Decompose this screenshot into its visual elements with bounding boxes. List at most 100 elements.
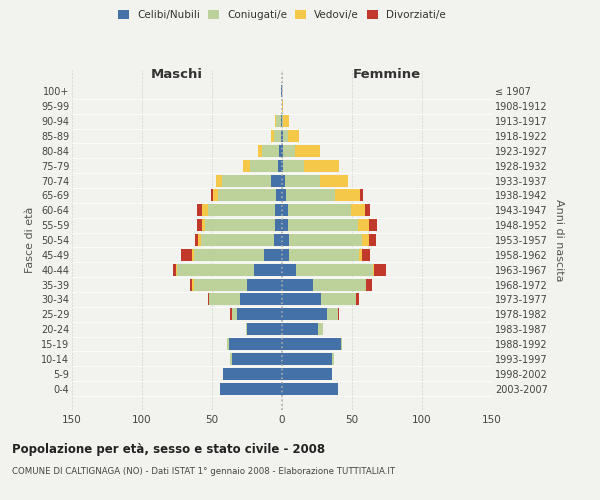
Bar bbox=[201, 234, 274, 246]
Bar bbox=[194, 278, 247, 290]
Bar bbox=[283, 160, 304, 172]
Bar bbox=[282, 219, 287, 231]
Bar bbox=[361, 190, 363, 202]
Bar bbox=[282, 323, 319, 335]
Bar bbox=[283, 145, 295, 157]
Bar bbox=[218, 190, 277, 202]
Bar bbox=[287, 204, 350, 216]
Bar bbox=[281, 86, 282, 98]
Bar bbox=[275, 115, 277, 127]
Text: Femmine: Femmine bbox=[353, 68, 421, 81]
Bar bbox=[282, 100, 283, 112]
Text: Popolazione per età, sesso e stato civile - 2008: Popolazione per età, sesso e stato civil… bbox=[12, 442, 325, 456]
Bar bbox=[369, 219, 377, 231]
Bar bbox=[366, 278, 371, 290]
Bar bbox=[358, 219, 369, 231]
Bar bbox=[362, 249, 370, 261]
Bar bbox=[271, 130, 274, 142]
Bar bbox=[181, 249, 193, 261]
Bar bbox=[254, 264, 282, 276]
Bar bbox=[232, 308, 237, 320]
Bar bbox=[365, 204, 370, 216]
Bar bbox=[271, 174, 282, 186]
Bar bbox=[177, 264, 254, 276]
Bar bbox=[282, 368, 332, 380]
Bar bbox=[274, 130, 281, 142]
Bar bbox=[327, 308, 338, 320]
Bar bbox=[281, 115, 282, 127]
Bar bbox=[208, 294, 209, 306]
Bar bbox=[214, 190, 218, 202]
Bar bbox=[277, 115, 281, 127]
Bar bbox=[198, 234, 201, 246]
Bar bbox=[362, 234, 369, 246]
Bar bbox=[275, 219, 282, 231]
Bar bbox=[285, 174, 320, 186]
Legend: Celibi/Nubili, Coniugati/e, Vedovi/e, Divorziati/e: Celibi/Nubili, Coniugati/e, Vedovi/e, Di… bbox=[118, 10, 446, 20]
Bar bbox=[240, 294, 282, 306]
Bar bbox=[197, 204, 202, 216]
Bar bbox=[247, 278, 282, 290]
Bar bbox=[282, 234, 289, 246]
Bar bbox=[282, 174, 285, 186]
Bar bbox=[216, 174, 222, 186]
Bar bbox=[282, 353, 332, 365]
Bar bbox=[296, 264, 373, 276]
Bar bbox=[283, 130, 287, 142]
Bar bbox=[313, 278, 366, 290]
Bar bbox=[275, 204, 282, 216]
Bar bbox=[243, 160, 250, 172]
Bar bbox=[237, 308, 282, 320]
Bar bbox=[374, 264, 386, 276]
Bar bbox=[197, 219, 202, 231]
Bar bbox=[356, 294, 359, 306]
Bar bbox=[245, 323, 247, 335]
Bar bbox=[250, 160, 278, 172]
Bar bbox=[227, 338, 229, 350]
Y-axis label: Fasce di età: Fasce di età bbox=[25, 207, 35, 273]
Bar bbox=[211, 190, 214, 202]
Bar bbox=[282, 145, 283, 157]
Bar bbox=[274, 234, 282, 246]
Bar bbox=[173, 264, 176, 276]
Bar bbox=[282, 278, 313, 290]
Bar bbox=[282, 308, 327, 320]
Bar bbox=[321, 294, 356, 306]
Text: COMUNE DI CALTIGNAGA (NO) - Dati ISTAT 1° gennaio 2008 - Elaborazione TUTTITALIA: COMUNE DI CALTIGNAGA (NO) - Dati ISTAT 1… bbox=[12, 468, 395, 476]
Bar bbox=[278, 160, 282, 172]
Bar bbox=[232, 353, 282, 365]
Bar bbox=[190, 278, 193, 290]
Bar bbox=[286, 190, 335, 202]
Bar bbox=[247, 323, 282, 335]
Bar bbox=[319, 323, 323, 335]
Bar bbox=[195, 234, 198, 246]
Bar bbox=[320, 174, 348, 186]
Bar bbox=[332, 353, 334, 365]
Bar bbox=[202, 204, 208, 216]
Bar bbox=[202, 219, 205, 231]
Bar bbox=[335, 190, 361, 202]
Bar bbox=[230, 353, 232, 365]
Bar bbox=[338, 308, 340, 320]
Bar bbox=[282, 115, 283, 127]
Bar bbox=[223, 368, 282, 380]
Bar bbox=[193, 278, 194, 290]
Bar bbox=[208, 204, 275, 216]
Bar bbox=[350, 204, 365, 216]
Bar bbox=[282, 338, 341, 350]
Bar bbox=[264, 249, 282, 261]
Bar bbox=[220, 382, 282, 394]
Bar bbox=[283, 115, 289, 127]
Y-axis label: Anni di nascita: Anni di nascita bbox=[554, 198, 565, 281]
Bar bbox=[287, 219, 358, 231]
Bar bbox=[282, 130, 283, 142]
Bar bbox=[205, 219, 275, 231]
Bar bbox=[230, 308, 232, 320]
Bar bbox=[262, 145, 279, 157]
Bar bbox=[295, 145, 320, 157]
Bar bbox=[289, 249, 359, 261]
Bar bbox=[222, 174, 271, 186]
Bar bbox=[194, 249, 264, 261]
Bar bbox=[287, 130, 299, 142]
Bar bbox=[279, 145, 282, 157]
